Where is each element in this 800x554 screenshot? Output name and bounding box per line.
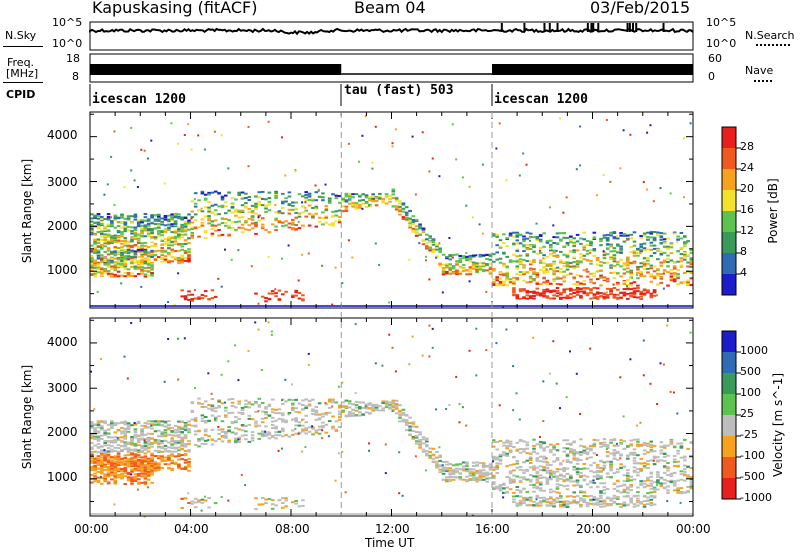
- xtick-3: 12:00: [375, 522, 410, 536]
- nsearch-legend-dots: [756, 44, 790, 46]
- nsky-right-tick-top: 10^5: [706, 16, 737, 29]
- colorbar-tick: 100: [740, 386, 761, 399]
- velocity-ytick-1000: 1000: [47, 470, 78, 484]
- nsky-trace: [89, 23, 694, 36]
- power-colorbar-label: Power [dB]: [766, 178, 780, 244]
- xtick-5: 20:00: [576, 522, 611, 536]
- nave-label: Nave: [745, 64, 774, 77]
- nave-right-tick-top: 60: [708, 52, 722, 65]
- colorbar-tick: 24: [740, 161, 754, 174]
- nsky-label-line: [3, 46, 43, 47]
- colorbar-tick: 25: [740, 407, 754, 420]
- power-ytick-4000: 4000: [47, 128, 78, 142]
- power-ylabel: Slant Range [km]: [20, 158, 34, 264]
- velocity-ytick-2000: 2000: [47, 425, 78, 439]
- xtick-0: 00:00: [74, 522, 109, 536]
- velocity-ylabel: Slant Range [km]: [20, 364, 34, 470]
- xtick-4: 16:00: [475, 522, 510, 536]
- power-ytick-3000: 3000: [47, 175, 78, 189]
- velocity-heatmap: [90, 321, 694, 518]
- nave-legend-dots: [754, 80, 772, 82]
- colorbars: [721, 126, 741, 500]
- freq-trace: [90, 64, 693, 75]
- colorbar-tick: 28: [740, 140, 754, 153]
- velocity-ytick-3000: 3000: [47, 381, 78, 395]
- nsky-left-tick-top: 10^5: [52, 16, 83, 29]
- xtick-2: 08:00: [275, 522, 310, 536]
- nsky-frame: [89, 21, 694, 51]
- xtick-6: 00:00: [676, 522, 711, 536]
- colorbar-tick: -500: [740, 470, 765, 483]
- station-title: Kapuskasing (fitACF): [92, 0, 258, 17]
- freq-left-tick-top: 18: [66, 52, 80, 65]
- cpid-segment-3: icescan 1200: [494, 92, 588, 107]
- freq-label: Freq.: [7, 56, 35, 69]
- colorbar-tick: -100: [740, 449, 765, 462]
- freq-unit-label: [MHz]: [6, 67, 39, 80]
- colorbar-tick: 12: [740, 224, 754, 237]
- nsky-label: N.Sky: [5, 29, 37, 42]
- xlabel: Time UT: [365, 536, 415, 550]
- power-ytick-1000: 1000: [47, 263, 78, 277]
- freq-left-tick-bottom: 8: [72, 70, 79, 83]
- colorbar-tick: -25: [740, 428, 758, 441]
- cpid-label: CPID: [6, 88, 36, 101]
- power-ytick-2000: 2000: [47, 219, 78, 233]
- colorbar-tick: 20: [740, 182, 754, 195]
- power-heatmap: [90, 115, 694, 308]
- nsky-right-tick-bottom: 10^0: [706, 37, 737, 50]
- xtick-1: 04:00: [174, 522, 209, 536]
- beam-title: Beam 04: [354, 0, 426, 17]
- colorbar-tick: 500: [740, 365, 761, 378]
- date-title: 03/Feb/2015: [590, 0, 691, 17]
- cpid-segment-1: icescan 1200: [92, 92, 186, 107]
- nave-right-tick-bottom: 0: [708, 70, 715, 83]
- nsearch-label: N.Search: [745, 29, 795, 42]
- colorbar-tick: 8: [740, 245, 747, 258]
- colorbar-tick: 1000: [740, 344, 768, 357]
- colorbar-tick: 16: [740, 203, 754, 216]
- mode-change-lines: [340, 112, 493, 516]
- freq-label-line: [3, 82, 43, 83]
- colorbar-tick: 4: [740, 266, 747, 279]
- cpid-segment-2: tau (fast) 503: [344, 83, 454, 98]
- velocity-colorbar-label: Velocity [m s^-1]: [771, 372, 785, 478]
- colorbar-tick: -1000: [740, 491, 772, 504]
- nsky-left-tick-bottom: 10^0: [52, 37, 83, 50]
- velocity-ytick-4000: 4000: [47, 335, 78, 349]
